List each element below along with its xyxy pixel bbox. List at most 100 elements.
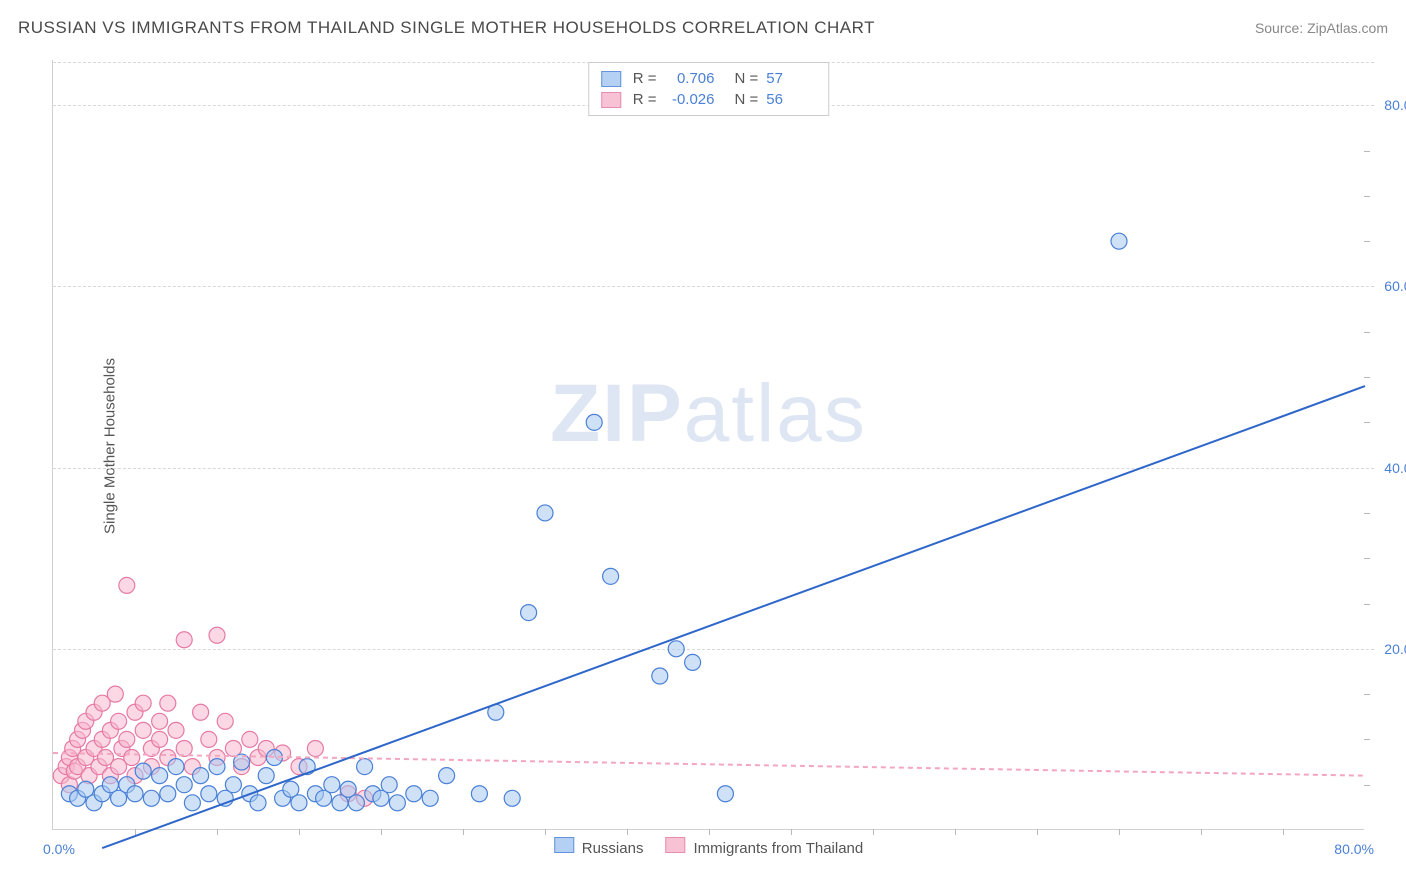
scatter-point [160,695,176,711]
y-minor-tick [1364,196,1370,197]
x-minor-tick [1119,829,1120,835]
x-minor-tick [135,829,136,835]
y-minor-tick [1364,558,1370,559]
scatter-point [381,777,397,793]
legend-series-name: Immigrants from Thailand [693,840,863,857]
scatter-point [685,654,701,670]
legend-swatch [601,71,621,87]
x-tick-min: 0.0% [43,841,75,857]
n-label: N = [735,70,759,87]
scatter-point [143,790,159,806]
series-legend: Russians Immigrants from Thailand [554,837,864,857]
x-tick-max: 80.0% [1334,841,1374,857]
r-value: 0.706 [665,70,715,87]
scatter-point [521,605,537,621]
scatter-point [127,786,143,802]
scatter-point [357,759,373,775]
x-minor-tick [217,829,218,835]
scatter-point [242,731,258,747]
scatter-point [348,795,364,811]
x-minor-tick [955,829,956,835]
scatter-point [225,777,241,793]
y-minor-tick [1364,739,1370,740]
y-minor-tick [1364,151,1370,152]
legend-swatch [601,92,621,108]
scatter-point [193,704,209,720]
scatter-point [217,713,233,729]
y-minor-tick [1364,241,1370,242]
scatter-point [250,795,266,811]
scatter-point [668,641,684,657]
scatter-point [1111,233,1127,249]
r-label: R = [633,70,657,87]
scatter-point [307,740,323,756]
scatter-point [111,713,127,729]
chart-plot-area: ZIPatlas 20.0%40.0%60.0%80.0% 0.0% 80.0%… [52,60,1364,830]
legend-swatch [665,837,685,853]
scatter-point [652,668,668,684]
scatter-point [176,777,192,793]
y-minor-tick [1364,604,1370,605]
scatter-point [152,768,168,784]
source-attribution: Source: ZipAtlas.com [1255,20,1388,36]
x-minor-tick [299,829,300,835]
y-tick-label: 80.0% [1384,97,1406,113]
scatter-point [160,786,176,802]
y-minor-tick [1364,377,1370,378]
legend-row: R = -0.026 N = 56 [601,89,817,110]
x-minor-tick [545,829,546,835]
n-label: N = [735,91,759,108]
y-minor-tick [1364,513,1370,514]
x-minor-tick [791,829,792,835]
scatter-point [209,759,225,775]
scatter-point [439,768,455,784]
x-minor-tick [381,829,382,835]
scatter-point [504,790,520,806]
scatter-point [135,763,151,779]
y-tick-label: 60.0% [1384,278,1406,294]
x-minor-tick [463,829,464,835]
scatter-point [107,686,123,702]
scatter-point [717,786,733,802]
scatter-point [168,722,184,738]
scatter-point [603,568,619,584]
scatter-point [324,777,340,793]
trend-line [102,386,1365,848]
y-minor-tick [1364,422,1370,423]
r-value: -0.026 [665,91,715,108]
n-value: 56 [766,91,816,108]
scatter-point [135,695,151,711]
scatter-point [168,759,184,775]
scatter-point [119,577,135,593]
scatter-point [152,731,168,747]
y-minor-tick [1364,694,1370,695]
scatter-point [201,731,217,747]
scatter-point [537,505,553,521]
x-minor-tick [1037,829,1038,835]
scatter-point [184,795,200,811]
scatter-point [586,414,602,430]
scatter-point [471,786,487,802]
y-minor-tick [1364,785,1370,786]
n-value: 57 [766,70,816,87]
scatter-svg [53,60,1364,829]
scatter-point [135,722,151,738]
y-minor-tick [1364,332,1370,333]
y-tick-label: 40.0% [1384,460,1406,476]
scatter-point [291,795,307,811]
y-tick-label: 20.0% [1384,641,1406,657]
scatter-point [422,790,438,806]
legend-series-name: Russians [582,840,644,857]
legend-row: R = 0.706 N = 57 [601,68,817,89]
scatter-point [258,768,274,784]
scatter-point [201,786,217,802]
scatter-point [406,786,422,802]
scatter-point [176,632,192,648]
x-minor-tick [873,829,874,835]
scatter-point [119,731,135,747]
scatter-point [152,713,168,729]
scatter-point [209,627,225,643]
r-label: R = [633,91,657,108]
scatter-point [124,750,140,766]
scatter-point [176,740,192,756]
